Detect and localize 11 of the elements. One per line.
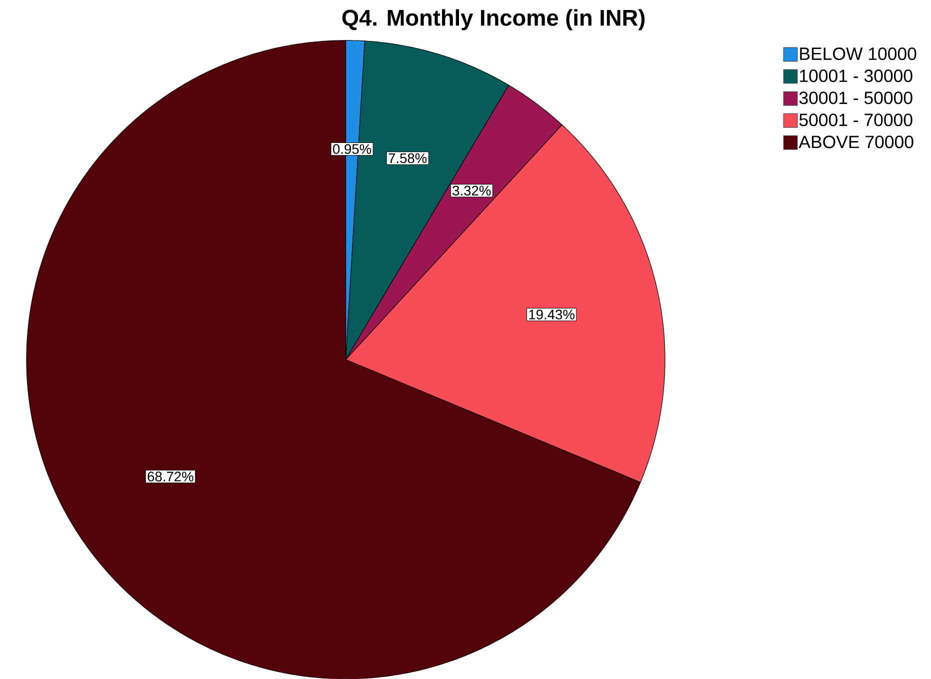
data-label: 0.95%: [333, 144, 372, 154]
legend-label: ABOVE 70000: [798, 136, 914, 148]
legend-label: 50001 - 70000: [799, 114, 912, 126]
legend-label: BELOW 10000: [800, 48, 916, 60]
data-label: 3.32%: [452, 186, 491, 196]
legend-label: 30001 - 50000: [799, 92, 912, 104]
data-label: 19.43%: [529, 310, 574, 320]
chart-title: Q4. Monthly Income (in INR): [342, 9, 645, 30]
data-label: 68.72%: [148, 472, 194, 482]
legend-label: 10001 - 30000: [800, 70, 912, 82]
data-label: 7.58%: [388, 153, 427, 164]
